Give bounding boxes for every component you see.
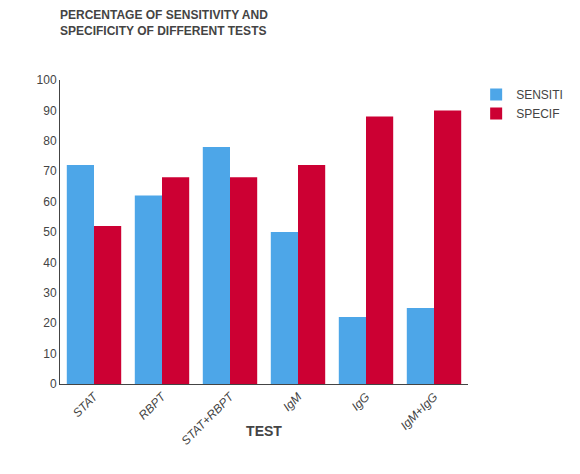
svg-text:SPECIF: SPECIF [516,107,559,121]
svg-text:SENSITI: SENSITI [516,88,563,102]
svg-text:80: 80 [43,134,57,148]
svg-text:RBPT: RBPT [136,389,170,423]
svg-text:PERCENTAGE OF SENSITIVITY ANDS: PERCENTAGE OF SENSITIVITY ANDSPECIFICITY… [60,8,268,38]
svg-text:20: 20 [43,316,57,330]
svg-text:30: 30 [43,286,57,300]
svg-text:IgM+IgG: IgM+IgG [398,390,441,433]
svg-text:70: 70 [43,164,57,178]
svg-text:90: 90 [43,104,57,118]
svg-text:0: 0 [50,377,57,391]
svg-text:TEST: TEST [246,423,282,439]
svg-text:40: 40 [43,256,57,270]
svg-text:IgG: IgG [349,390,373,414]
svg-text:100: 100 [37,73,57,87]
svg-text:50: 50 [43,225,57,239]
svg-text:STAT+RBPT: STAT+RBPT [178,389,237,448]
svg-text:60: 60 [43,195,57,209]
svg-text:STAT: STAT [70,389,102,421]
svg-text:10: 10 [43,347,57,361]
svg-text:IgM: IgM [280,390,304,414]
